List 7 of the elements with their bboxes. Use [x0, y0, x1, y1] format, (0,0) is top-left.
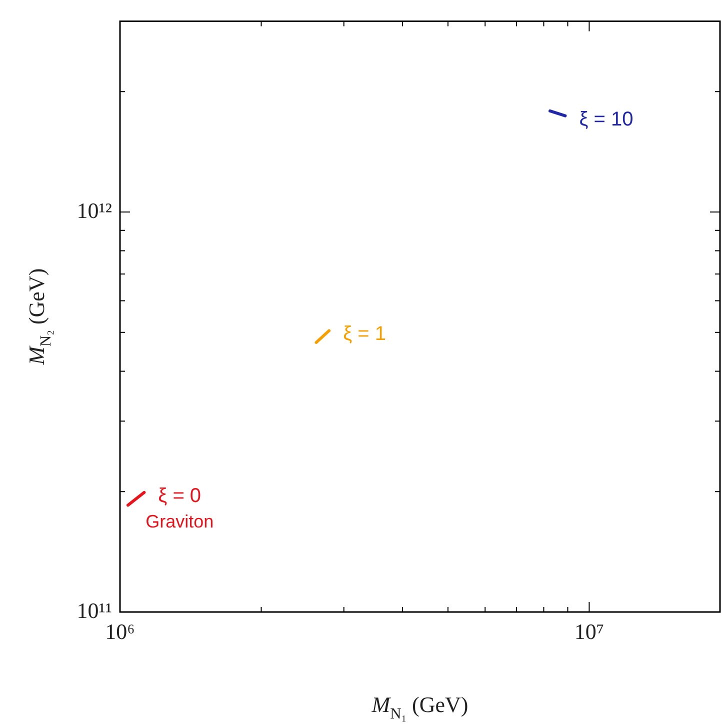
- y-tick-label: 10¹²: [76, 198, 112, 223]
- x-tick-label: 10⁷: [574, 618, 604, 644]
- annotation: Graviton: [146, 511, 214, 532]
- y-axis-title: MN₂ (GeV): [24, 268, 55, 366]
- series-label: ξ = 10: [579, 108, 634, 130]
- series-label: ξ = 1: [343, 323, 386, 346]
- series-label: ξ = 0: [158, 484, 202, 507]
